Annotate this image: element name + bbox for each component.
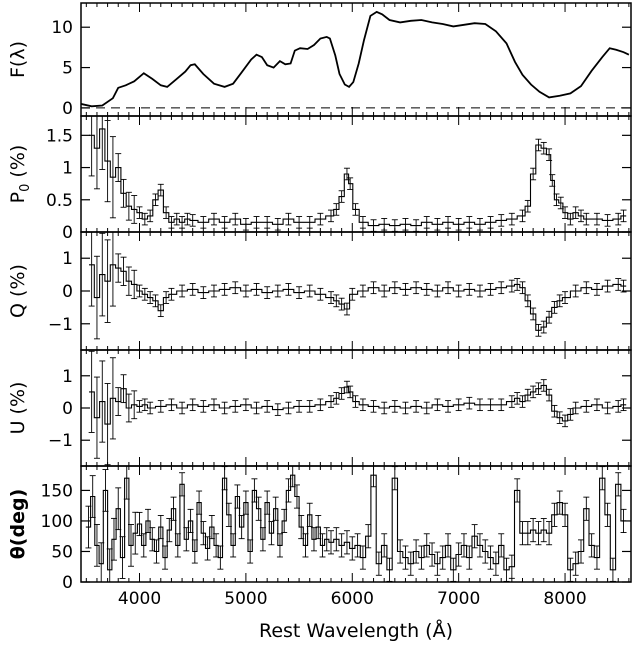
- y-tick-label: 1: [62, 159, 73, 179]
- y-tick-label: 0: [62, 399, 73, 419]
- y-tick-label: 100: [41, 512, 73, 532]
- x-tick-label: 4000: [118, 589, 161, 609]
- x-tick-label: 6000: [331, 589, 374, 609]
- x-axis-label: Rest Wavelength (Å): [259, 619, 453, 642]
- panel-flux: 0 5 10 F(λ): [7, 2, 632, 119]
- series-p0: [88, 116, 627, 232]
- panel-theta: 0 50 100 150 θ(deg): [7, 465, 632, 593]
- y-axis-label: F(λ): [7, 41, 29, 78]
- y-tick-label: 0: [62, 99, 73, 119]
- panel-frame: [80, 231, 632, 351]
- y-axis-label: Q (%): [7, 264, 29, 318]
- series-u: [88, 350, 627, 466]
- y-axis-label: U (%): [7, 382, 29, 435]
- y-tick-label: 0: [62, 223, 73, 243]
- y-axis-label-sub: 0: [18, 184, 33, 192]
- x-tick-label: 8000: [543, 589, 586, 609]
- panel-frame: [80, 2, 632, 117]
- y-axis-label: θ(deg): [7, 489, 29, 560]
- series-theta: [85, 466, 627, 582]
- series-flux: [81, 10, 630, 108]
- flux-line: [81, 10, 630, 108]
- y-axis-label: P0 (%): [7, 145, 33, 204]
- panel-frame: [80, 465, 632, 583]
- y-tick-label: 0.5: [46, 191, 73, 211]
- panel-p0: 00.511.5P0(%): [7, 115, 632, 243]
- y-axis-label-main: P: [7, 192, 29, 203]
- y-tick-label: 150: [41, 481, 73, 501]
- panel-u: −1 0 1 U (%): [7, 349, 632, 467]
- y-tick-label: 50: [51, 542, 73, 562]
- y-axis-label-unit: (%): [7, 145, 29, 178]
- y-tick-label: 1.5: [46, 126, 73, 146]
- step-line: [89, 384, 627, 425]
- x-tick-label: 7000: [437, 589, 480, 609]
- x-tick-label: 5000: [224, 589, 267, 609]
- panel-frame: [80, 349, 632, 467]
- y-tick-label: 1: [62, 249, 73, 269]
- y-tick-label: −1: [48, 315, 73, 335]
- y-tick-label: 10: [51, 18, 73, 38]
- step-line: [89, 264, 627, 331]
- y-tick-label: 0: [62, 282, 73, 302]
- step-line: [85, 474, 627, 571]
- panel-frame: [80, 115, 632, 233]
- y-tick-label: 5: [62, 59, 73, 79]
- panel-q: −1 0 1 Q (%): [7, 231, 632, 351]
- y-tick-label: 0: [62, 573, 73, 593]
- y-tick-label: −1: [48, 431, 73, 451]
- y-tick-label: 1: [62, 367, 73, 387]
- series-q: [88, 232, 627, 340]
- step-line: [89, 128, 627, 227]
